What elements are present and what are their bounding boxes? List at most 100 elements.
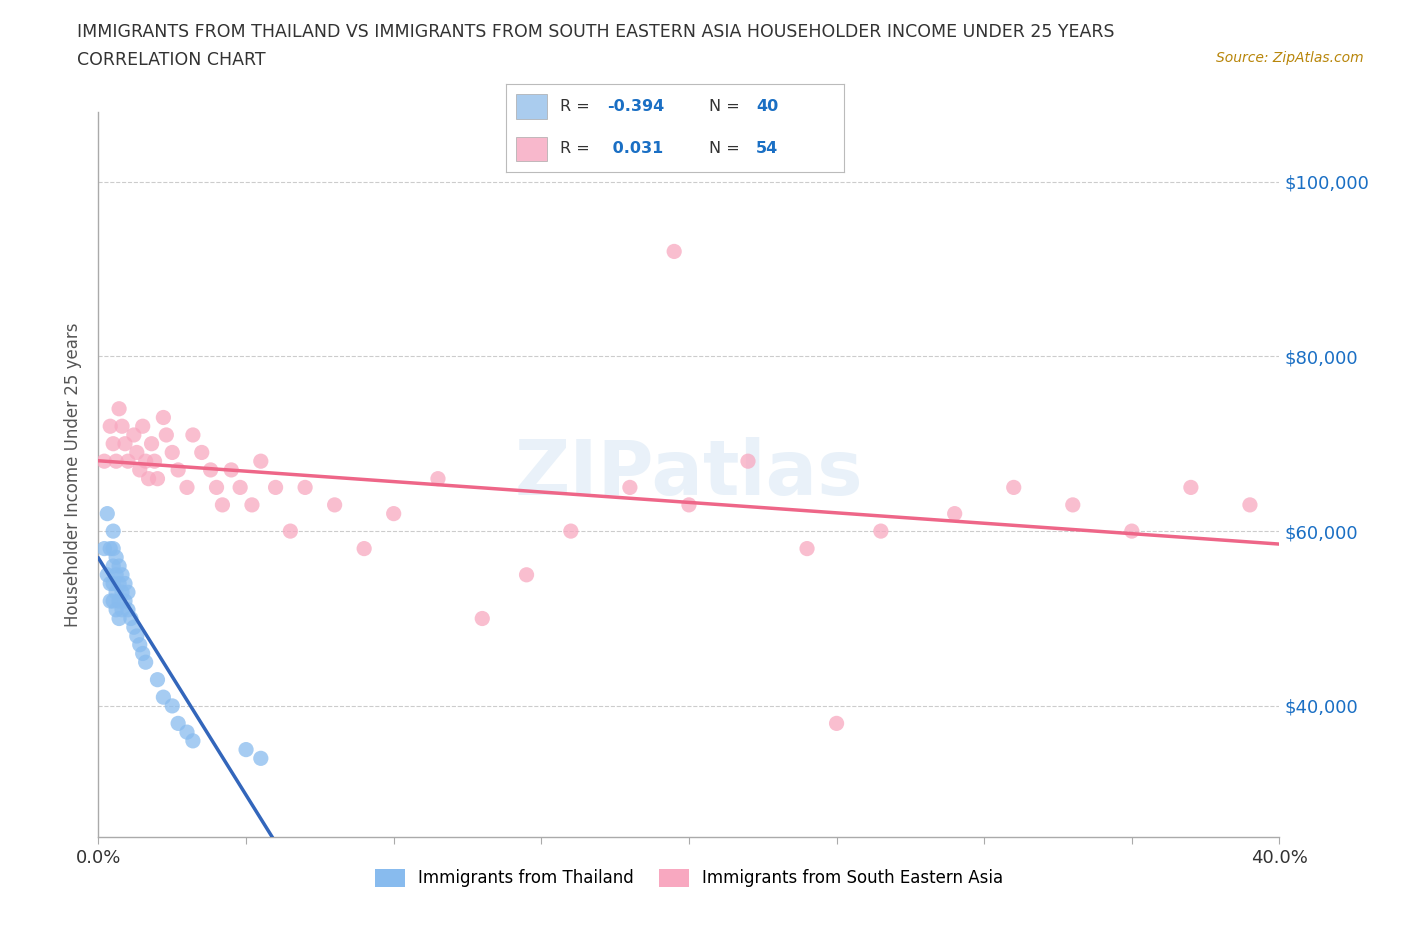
Point bbox=[678, 498, 700, 512]
Point bbox=[323, 498, 346, 512]
Point bbox=[132, 646, 155, 661]
Point bbox=[664, 244, 686, 259]
Point bbox=[125, 629, 148, 644]
FancyBboxPatch shape bbox=[516, 137, 547, 162]
Text: N =: N = bbox=[709, 99, 745, 113]
Legend: Immigrants from Thailand, Immigrants from South Eastern Asia: Immigrants from Thailand, Immigrants fro… bbox=[368, 862, 1010, 894]
Point bbox=[111, 418, 134, 433]
Point bbox=[162, 698, 183, 713]
Text: ZIPatlas: ZIPatlas bbox=[515, 437, 863, 512]
Point bbox=[737, 454, 759, 469]
Point bbox=[152, 410, 174, 425]
Point bbox=[943, 506, 966, 521]
Point bbox=[103, 541, 125, 556]
Point bbox=[135, 454, 157, 469]
Point bbox=[117, 454, 139, 469]
Point bbox=[103, 524, 125, 538]
Point bbox=[229, 480, 252, 495]
Point bbox=[181, 734, 204, 749]
Point bbox=[146, 672, 169, 687]
Point bbox=[98, 541, 121, 556]
Point bbox=[117, 603, 139, 618]
Text: 54: 54 bbox=[756, 141, 778, 156]
FancyBboxPatch shape bbox=[516, 94, 547, 119]
Y-axis label: Householder Income Under 25 years: Householder Income Under 25 years bbox=[65, 322, 83, 627]
Point bbox=[128, 637, 150, 652]
Point bbox=[128, 462, 150, 477]
Point bbox=[382, 506, 405, 521]
Point bbox=[1121, 524, 1143, 538]
Point bbox=[122, 428, 145, 443]
Point bbox=[105, 585, 128, 600]
Point bbox=[108, 402, 131, 417]
Point bbox=[111, 585, 134, 600]
Point bbox=[250, 751, 273, 765]
Text: -0.394: -0.394 bbox=[607, 99, 665, 113]
Point bbox=[120, 611, 142, 626]
Point bbox=[427, 472, 450, 486]
Point bbox=[111, 603, 134, 618]
Point bbox=[103, 576, 125, 591]
Point bbox=[105, 454, 128, 469]
Point bbox=[146, 472, 169, 486]
Text: R =: R = bbox=[560, 141, 595, 156]
Point bbox=[93, 454, 115, 469]
Point bbox=[796, 541, 818, 556]
Point bbox=[560, 524, 582, 538]
Point bbox=[211, 498, 233, 512]
Text: CORRELATION CHART: CORRELATION CHART bbox=[77, 51, 266, 69]
Point bbox=[96, 567, 118, 582]
Text: IMMIGRANTS FROM THAILAND VS IMMIGRANTS FROM SOUTH EASTERN ASIA HOUSEHOLDER INCOM: IMMIGRANTS FROM THAILAND VS IMMIGRANTS F… bbox=[77, 23, 1115, 41]
Point bbox=[103, 559, 125, 574]
Point bbox=[96, 506, 118, 521]
Point bbox=[143, 454, 166, 469]
Point bbox=[167, 716, 190, 731]
Point bbox=[138, 472, 160, 486]
Point bbox=[93, 541, 115, 556]
Point bbox=[108, 559, 131, 574]
Point bbox=[1239, 498, 1261, 512]
Point bbox=[98, 593, 121, 608]
Point bbox=[105, 550, 128, 565]
Point bbox=[176, 480, 198, 495]
Point bbox=[103, 593, 125, 608]
Point bbox=[105, 603, 128, 618]
Point bbox=[125, 445, 148, 460]
Point bbox=[98, 576, 121, 591]
Point bbox=[108, 576, 131, 591]
Point bbox=[98, 418, 121, 433]
Point bbox=[1180, 480, 1202, 495]
Point bbox=[1002, 480, 1025, 495]
Point bbox=[141, 436, 163, 451]
Point bbox=[152, 690, 174, 705]
Text: Source: ZipAtlas.com: Source: ZipAtlas.com bbox=[1216, 51, 1364, 65]
Point bbox=[114, 593, 136, 608]
Point bbox=[167, 462, 190, 477]
Point bbox=[235, 742, 257, 757]
Point bbox=[471, 611, 494, 626]
Point bbox=[122, 619, 145, 634]
Point bbox=[181, 428, 204, 443]
Point bbox=[200, 462, 222, 477]
Point bbox=[294, 480, 316, 495]
Point bbox=[221, 462, 243, 477]
Point bbox=[114, 576, 136, 591]
Point bbox=[516, 567, 538, 582]
Point bbox=[103, 436, 125, 451]
Text: N =: N = bbox=[709, 141, 745, 156]
Point bbox=[117, 585, 139, 600]
Text: 0.031: 0.031 bbox=[607, 141, 664, 156]
Point bbox=[176, 724, 198, 739]
Point bbox=[191, 445, 214, 460]
Point bbox=[870, 524, 893, 538]
Point bbox=[111, 567, 134, 582]
Point bbox=[264, 480, 287, 495]
Point bbox=[825, 716, 848, 731]
Point bbox=[105, 567, 128, 582]
Text: 40: 40 bbox=[756, 99, 778, 113]
Point bbox=[162, 445, 183, 460]
Point bbox=[240, 498, 263, 512]
Point bbox=[155, 428, 177, 443]
Point bbox=[619, 480, 641, 495]
Point bbox=[205, 480, 228, 495]
